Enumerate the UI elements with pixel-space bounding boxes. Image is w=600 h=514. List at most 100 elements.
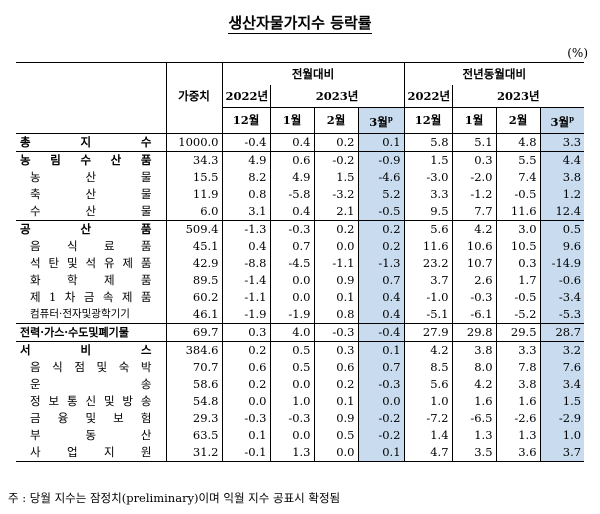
yoy-cell: 11.6 [495,202,541,221]
mom-cell: 0.0 [269,426,314,444]
yoy-cell: 4.7 [403,443,453,462]
mom-cell: -0.3 [313,322,358,342]
mom-cell: 0.5 [269,340,314,359]
yoy-cell: 10.7 [451,254,497,272]
mom-cell: 0.7 [357,358,405,376]
row-label: 석 탄 및 석 유 제 품 [30,255,152,270]
weight-cell: 60.2 [165,288,222,306]
row-label: 정 보 통 신 및 방 송 [30,393,152,408]
mom-cell: 0.0 [269,288,314,306]
table-row: 음 식 점 및 숙 박 70.7 0.6 0.5 0.6 0.7 8.5 8.0 7.8 7.6 [16,358,585,376]
mom-cell: -0.1 [221,443,270,462]
weight-cell: 69.7 [165,322,222,342]
mom-cell: -1.1 [313,254,358,272]
yoy-cell: -0.5 [495,185,541,203]
mom-cell: -1.9 [269,305,314,324]
mom-cell: -0.2 [357,409,405,427]
row-label: 제 1 차 금 속 제 품 [30,289,152,304]
row-label: 수 산 물 [30,203,152,218]
header-2023-yoy: 2023년 [451,85,585,108]
mom-cell: 1.3 [269,443,314,462]
header-2023-mom: 2023년 [269,85,405,108]
yoy-cell: -2.0 [451,168,497,186]
mom-cell: -0.2 [313,150,358,169]
yoy-cell: 28.7 [539,322,585,342]
mom-cell: 0.3 [221,322,270,342]
mom-cell: 2.1 [313,202,358,221]
yoy-cell: 3.3 [403,185,453,203]
yoy-cell: 5.6 [403,375,453,393]
mom-cell: 0.9 [313,409,358,427]
weight-cell: 31.2 [165,443,222,462]
mom-cell: -1.3 [357,254,405,272]
row-label: 전력·가스·수도및폐기물 [16,322,166,342]
yoy-cell: 2.6 [451,271,497,289]
table-row: 금 융 및 보 험 29.3 -0.3 -0.3 0.9 -0.2 -7.2 -6.5 -2.6… [16,409,585,427]
yoy-cell: 3.8 [451,340,497,359]
table-title: 생산자물가지수 등락률 [228,14,372,34]
yoy-cell: 9.5 [403,202,453,221]
header-month-prelim: 3월p [357,107,405,134]
mom-cell: 0.0 [313,237,358,255]
table-row: 제 1 차 금 속 제 품 60.2 -1.1 0.0 0.1 0.4 -1.0 -0.3 -0… [16,288,585,306]
yoy-cell: -6.1 [451,305,497,324]
header-mom: 전월대비 [221,62,405,85]
table-row: 부 동 산 63.5 0.1 0.0 0.5 -0.2 1.4 1.3 1.3 1.0 [16,426,585,444]
weight-cell: 42.9 [165,254,222,272]
yoy-cell: 3.7 [403,271,453,289]
mom-cell: 4.9 [221,150,270,169]
yoy-cell: -14.9 [539,254,585,272]
yoy-cell: 3.6 [495,443,541,462]
mom-cell: 0.0 [221,392,270,410]
mom-cell: 3.1 [221,202,270,221]
yoy-cell: 4.2 [403,340,453,359]
mom-cell: -4.6 [357,168,405,186]
yoy-cell: 4.2 [451,219,497,238]
yoy-cell: 1.6 [451,392,497,410]
mom-cell: 0.0 [313,443,358,462]
mom-cell: 0.0 [357,392,405,410]
table-row: 공 산 품 509.4 -1.3 -0.3 0.2 0.2 5.6 4.2 3.0 0.5 [16,219,585,238]
yoy-cell: 5.6 [403,219,453,238]
yoy-cell: 7.7 [451,202,497,221]
weight-cell: 29.3 [165,409,222,427]
yoy-cell: 0.3 [495,254,541,272]
mom-cell: 0.2 [313,219,358,238]
mom-cell: 0.2 [313,132,358,152]
table-row: 화 학 제 품 89.5 -1.4 0.0 0.9 0.7 3.7 2.6 1.7 -0.6 [16,271,585,289]
table-row: 사 업 지 원 31.2 -0.1 1.3 0.0 0.1 4.7 3.5 3.6 3.7 [16,443,585,462]
table-row: 총 지 수 1000.0 -0.4 0.4 0.2 0.1 5.8 5.1 4.8 3.3 [16,132,585,152]
mom-cell: -0.4 [357,322,405,342]
mom-cell: 0.0 [269,375,314,393]
row-label: 총 지 수 [16,132,166,152]
table-row: 서 비 스 384.6 0.2 0.5 0.3 0.1 4.2 3.8 3.3 3.2 [16,340,585,359]
price-index-table: 전월대비 전년동월대비 가중치 2022년 2023년 2022년 2023년 … [16,62,585,462]
yoy-cell: 0.5 [539,219,585,238]
mom-cell: 4.0 [269,322,314,342]
yoy-cell: -1.0 [403,288,453,306]
yoy-cell: 29.8 [451,322,497,342]
mom-cell: 1.5 [313,168,358,186]
yoy-cell: 11.6 [403,237,453,255]
table-row: 음 식 료 품 45.1 0.4 0.7 0.0 0.2 11.6 10.6 10.5 9.6 [16,237,585,255]
header-2022-yoy: 2022년 [403,85,453,108]
table-row: 운 송 58.6 0.2 0.0 0.2 -0.3 5.6 4.2 3.8 3.4 [16,375,585,393]
mom-cell: -0.9 [357,150,405,169]
table-row: 컴퓨터·전자및광학기기 46.1 -1.9 -1.9 0.8 0.4 -5.1 -6.1 -5.… [16,305,585,324]
mom-cell: 0.5 [313,426,358,444]
row-label: 사 업 지 원 [16,443,166,462]
yoy-cell: 8.0 [451,358,497,376]
row-label: 농 림 수 산 품 [16,150,166,169]
yoy-cell: 29.5 [495,322,541,342]
mom-cell: 0.1 [357,443,405,462]
mom-cell: -0.3 [269,409,314,427]
row-label: 공 산 품 [16,219,166,238]
yoy-cell: 1.3 [451,426,497,444]
yoy-cell: 7.6 [539,358,585,376]
mom-cell: -0.3 [221,409,270,427]
weight-cell: 1000.0 [165,132,222,152]
yoy-cell: 3.7 [539,443,585,462]
mom-cell: -8.8 [221,254,270,272]
weight-cell: 58.6 [165,375,222,393]
yoy-cell: 10.6 [451,237,497,255]
